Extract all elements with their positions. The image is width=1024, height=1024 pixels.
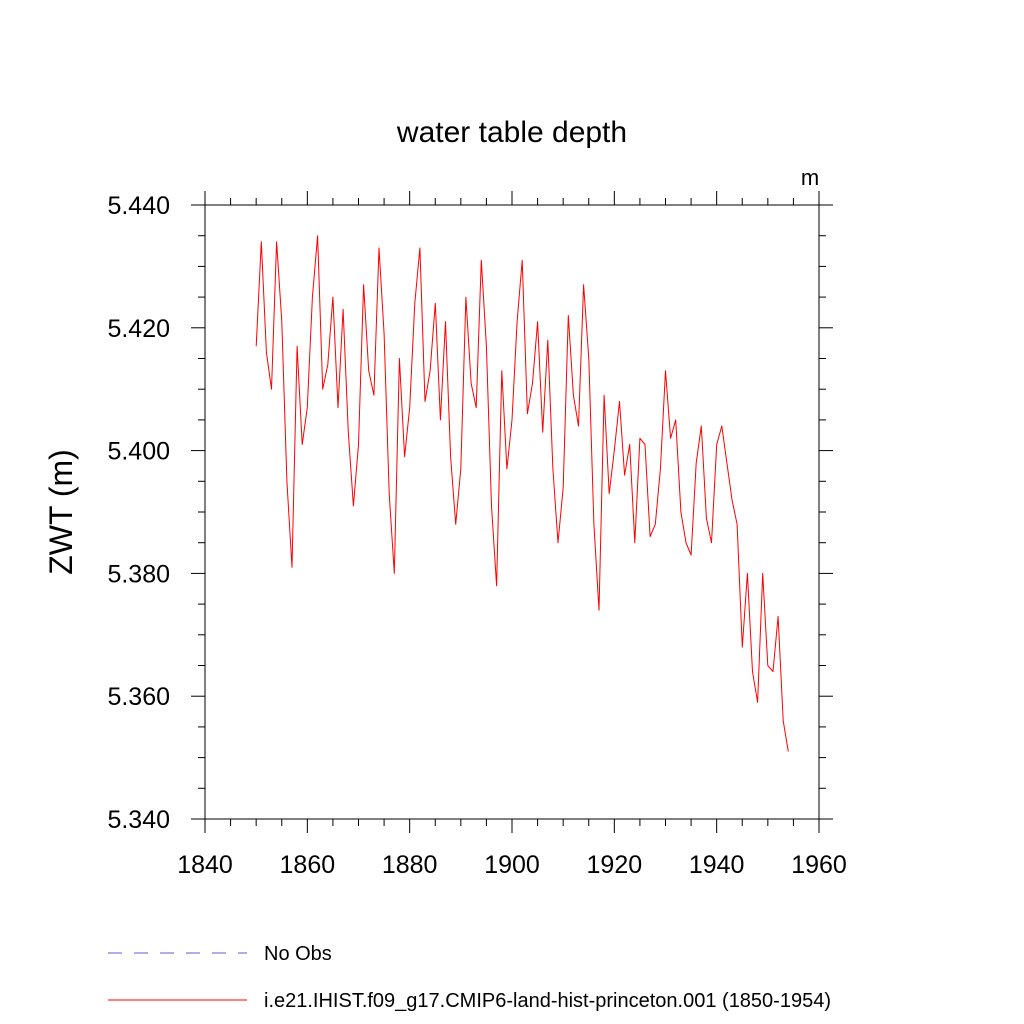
series-line bbox=[255, 235, 789, 752]
series-layer bbox=[255, 235, 789, 752]
legend-label: No Obs bbox=[264, 943, 332, 965]
x-tick-label: 1940 bbox=[689, 851, 745, 879]
legend-label: i.e21.IHIST.f09_g17.CMIP6-land-hist-prin… bbox=[264, 990, 831, 1012]
y-tick-label: 5.440 bbox=[107, 192, 170, 220]
x-tick-label: 1860 bbox=[280, 851, 336, 879]
x-tick-label: 1840 bbox=[177, 851, 233, 879]
x-tick-label: 1880 bbox=[382, 851, 438, 879]
axes: 1840 1860 1880 1900 1920 1940 1960 5.340 5.360 5.… bbox=[107, 191, 847, 879]
y-tick-label: 5.360 bbox=[107, 683, 170, 711]
plot-frame bbox=[204, 204, 820, 820]
y-axis-label: ZWT (m) bbox=[43, 449, 79, 575]
x-tick-label: 1960 bbox=[791, 851, 847, 879]
y-tick-label: 5.400 bbox=[107, 438, 170, 466]
y-tick-label: 5.380 bbox=[107, 560, 170, 588]
y-tick-label: 5.420 bbox=[107, 315, 170, 343]
y-tick-label: 5.340 bbox=[107, 806, 170, 834]
units-label: m bbox=[801, 165, 819, 190]
chart-title: water table depth bbox=[396, 116, 627, 149]
legend: No Obs i.e21.IHIST.f09_g17.CMIP6-land-his… bbox=[108, 943, 831, 1012]
x-tick-label: 1920 bbox=[587, 851, 643, 879]
x-tick-label: 1900 bbox=[484, 851, 540, 879]
